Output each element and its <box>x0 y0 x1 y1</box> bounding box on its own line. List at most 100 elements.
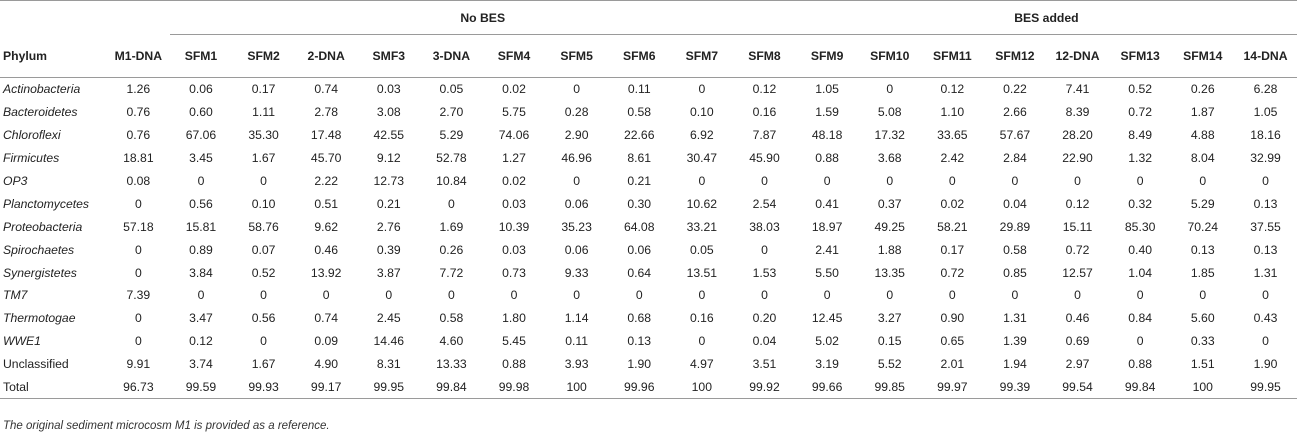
table-cell: 32.99 <box>1250 151 1281 166</box>
table-cell: 1.04 <box>1128 265 1153 280</box>
group-header-no-bes: No BES <box>169 0 796 35</box>
table-cell: 0.15 <box>877 334 902 349</box>
table-cell: 48.18 <box>811 128 843 143</box>
table-cell: 22.66 <box>623 128 655 143</box>
table-cell: 1.31 <box>1253 265 1278 280</box>
table-cell: 2.54 <box>752 196 777 211</box>
table-cell: 0 <box>134 242 142 257</box>
column-header: SFM11 <box>933 49 972 63</box>
row-label: WWE1 <box>3 334 41 349</box>
table-cell: 29.89 <box>999 219 1031 234</box>
table-cell: 14.46 <box>373 334 405 349</box>
table-cell: 0.13 <box>1253 196 1278 211</box>
table-cell: 0.02 <box>482 76 546 101</box>
table-cell: 1.59 <box>815 105 839 120</box>
table-cell: 0.13 <box>627 334 652 349</box>
table-cell: 99.59 <box>169 375 233 400</box>
table-row: Spirochaetes 0 0.89 0.07 0.46 0.39 0.26 0.03 0.0… <box>0 238 1297 261</box>
table-footnote: The original sediment microcosm M1 is pr… <box>3 420 330 432</box>
table-cell: 0.12 <box>733 76 796 101</box>
table-cell: 2.76 <box>376 219 401 234</box>
table-cell: 8.61 <box>627 151 652 166</box>
table-row: Bacteroidetes 0.76 0.60 1.11 2.78 3.08 2.70 5.7… <box>0 101 1297 124</box>
table-cell: 15.11 <box>1062 219 1093 234</box>
table-cell: 0 <box>1262 334 1269 349</box>
column-header: SFM5 <box>560 49 593 63</box>
table-cell: 13.33 <box>436 357 467 372</box>
column-header: SFM12 <box>995 49 1035 63</box>
column-header: SFM7 <box>685 49 719 63</box>
table-cell: 13.92 <box>310 265 342 280</box>
table-cell: 3.74 <box>189 357 213 372</box>
table-cell: 9.91 <box>126 357 151 372</box>
table-cell: 10.62 <box>686 196 718 211</box>
table-cell: 0.84 <box>1128 311 1153 326</box>
table-cell: 18.97 <box>811 219 843 234</box>
table-cell: 1.05 <box>795 76 859 101</box>
table-cell: 0.10 <box>689 105 714 120</box>
table-cell: 3.51 <box>752 357 777 372</box>
table-row: Firmicutes 18.81 3.45 1.67 45.70 9.12 52.78 1.2… <box>0 147 1297 170</box>
table-cell: 2.97 <box>1065 357 1090 372</box>
table-cell: 99.84 <box>1108 375 1172 400</box>
row-label: Chloroflexi <box>3 128 61 143</box>
table-row: Unclassified 9.91 3.74 1.67 4.90 8.31 13.33 0.8… <box>0 353 1297 376</box>
row-label: Spirochaetes <box>3 242 75 257</box>
table-cell: 10.39 <box>498 219 530 234</box>
table-cell: 7.41 <box>1046 76 1109 101</box>
table-cell: 1.90 <box>627 357 652 372</box>
table-cell: 0.04 <box>752 334 777 349</box>
table-cell: 0.64 <box>627 265 652 280</box>
group-header-bes-added: BES added <box>795 0 1297 35</box>
table-cell: 3.87 <box>376 265 401 280</box>
table-cell: 0 <box>761 242 768 257</box>
table-cell: 0.32 <box>1128 196 1153 211</box>
table-cell: 1.11 <box>252 105 275 120</box>
column-header: 3-DNA <box>432 49 471 63</box>
table-cell: 0 <box>448 288 455 303</box>
table-cell: 0.02 <box>940 196 965 211</box>
row-label: Thermotogae <box>3 311 76 326</box>
row-label: Bacteroidetes <box>3 105 78 120</box>
table-cell: 99.39 <box>983 375 1047 400</box>
table-cell: 0 <box>1136 334 1144 349</box>
table-cell: 0.13 <box>1190 242 1215 257</box>
table-cell: 0.76 <box>126 105 151 120</box>
table-cell: 5.08 <box>877 105 902 120</box>
column-header: 2-DNA <box>307 49 345 63</box>
table-cell: 0.20 <box>752 311 777 326</box>
table-cell: 0.06 <box>564 242 589 257</box>
table-cell: 0 <box>510 288 518 303</box>
table-cell: 0.06 <box>564 196 589 211</box>
table-cell: 0 <box>698 174 706 188</box>
table-cell: 0 <box>1262 288 1269 303</box>
column-header: SFM13 <box>1120 49 1160 63</box>
table-cell: 13.35 <box>874 265 905 280</box>
table-cell: 15.81 <box>185 219 217 234</box>
table-cell: 0.56 <box>251 311 276 326</box>
table-cell: 0 <box>1262 174 1269 188</box>
column-header-phylum: Phylum <box>3 48 48 63</box>
table-cell: 0.89 <box>189 242 213 257</box>
table-cell: 1.94 <box>1003 357 1027 372</box>
table-cell: 0.21 <box>627 174 652 188</box>
table-cell: 0.56 <box>189 196 213 211</box>
table-cell: 0 <box>448 196 455 211</box>
table-cell: 0 <box>886 174 894 188</box>
table-cell: 46.96 <box>561 151 592 166</box>
table-cell: 0 <box>573 288 580 303</box>
table-cell: 2.41 <box>815 242 839 257</box>
table-cell: 8.49 <box>1128 128 1153 143</box>
table-cell: 0 <box>635 288 643 303</box>
table-cell: 0.07 <box>251 242 276 257</box>
table-cell: 0.72 <box>1065 242 1090 257</box>
table-cell: 0 <box>1136 288 1144 303</box>
table-cell: 0 <box>948 174 956 188</box>
table-cell: 0 <box>1011 174 1019 188</box>
table-body: Actinobacteria 1.26 0.06 0.17 0.74 0.03 0.05 0.… <box>0 76 1297 400</box>
table-cell: 2.84 <box>1003 151 1027 166</box>
table-cell: 100 <box>670 375 734 400</box>
table-cell: 45.70 <box>310 151 342 166</box>
table-cell: 99.85 <box>858 375 922 400</box>
